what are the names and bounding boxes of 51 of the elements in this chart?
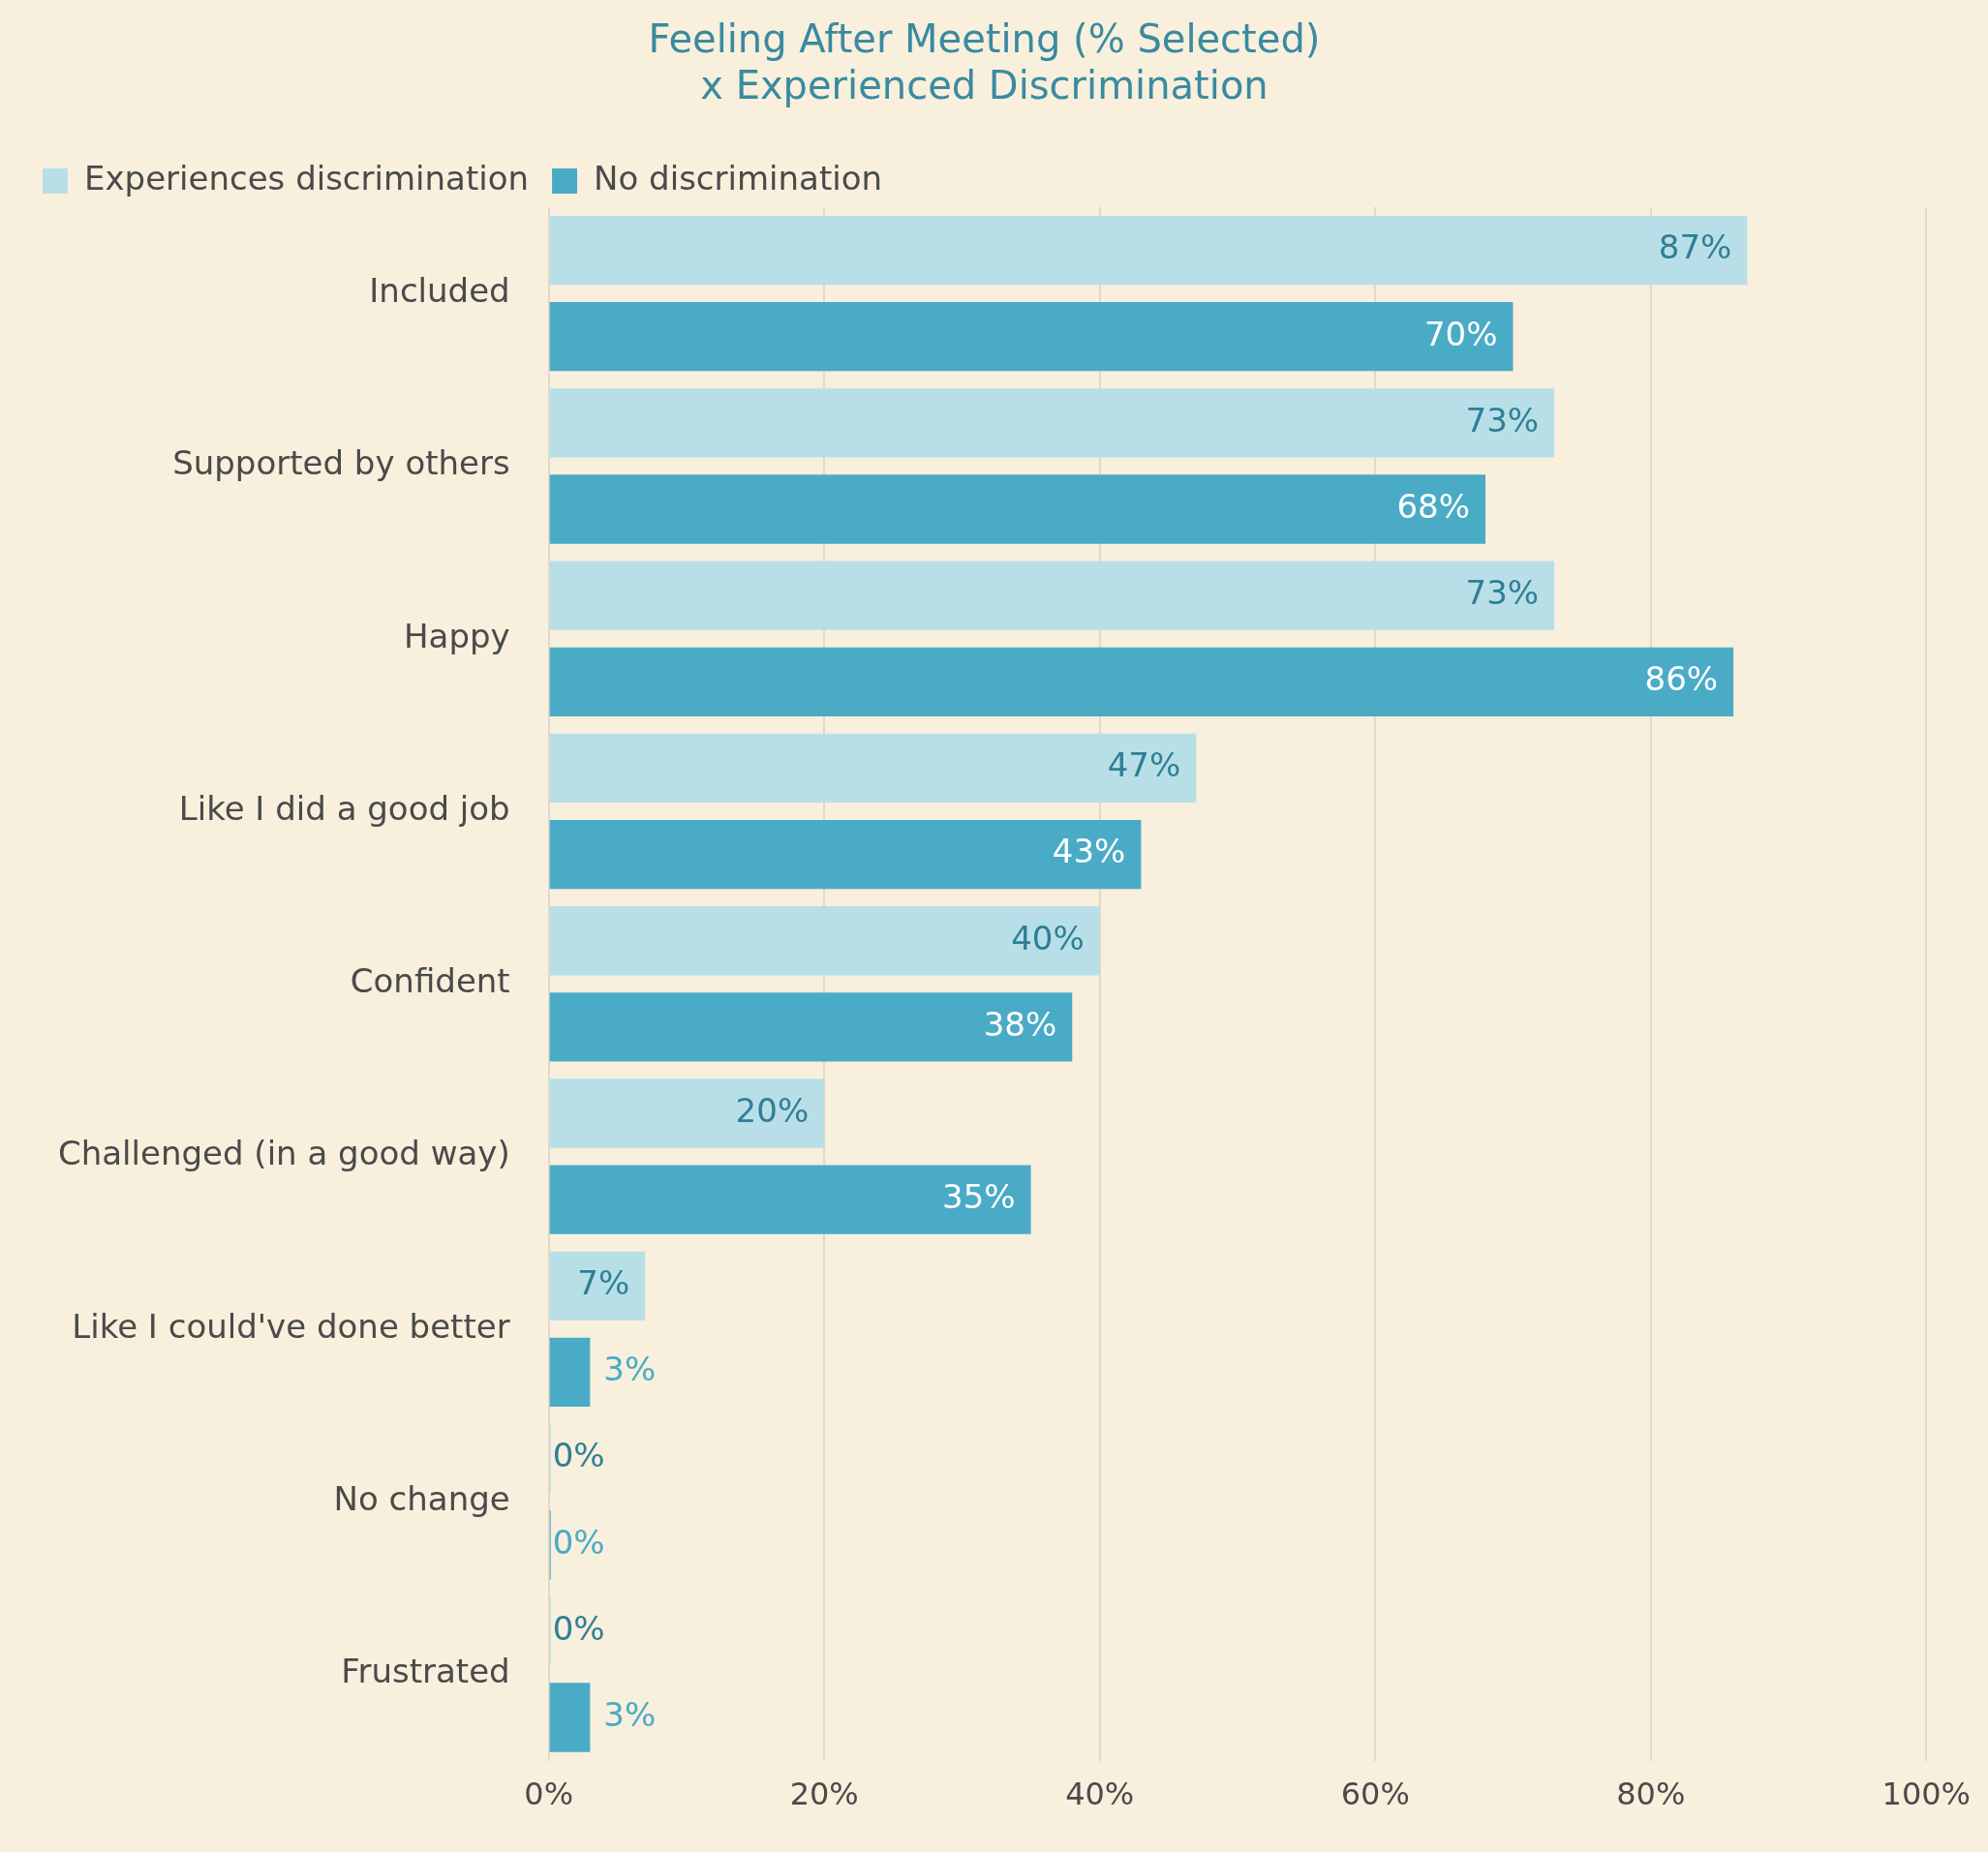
data-label: 68% <box>1396 486 1471 526</box>
bar <box>549 388 1555 458</box>
data-label: 40% <box>1011 918 1085 957</box>
x-tick-label: 100% <box>1881 1776 1971 1813</box>
data-label: 20% <box>735 1090 810 1130</box>
y-tick-label: Like I did a good job <box>178 788 510 828</box>
bar <box>549 733 1197 804</box>
y-tick-label: Like I could've done better <box>72 1306 510 1346</box>
y-tick-label: Included <box>369 270 510 310</box>
data-label: 0% <box>552 1522 605 1562</box>
data-label: 87% <box>1658 228 1732 267</box>
bar <box>549 1683 591 1752</box>
data-label: 70% <box>1423 314 1498 353</box>
data-label: 7% <box>577 1263 630 1303</box>
y-tick-label: Confident <box>350 961 510 1001</box>
x-tick-label: 60% <box>1340 1776 1410 1813</box>
data-label: 47% <box>1107 745 1181 785</box>
data-label: 0% <box>552 1436 605 1475</box>
data-label: 3% <box>603 1350 657 1389</box>
data-label: 73% <box>1465 572 1540 612</box>
bar <box>549 1337 591 1408</box>
bar <box>549 1251 646 1321</box>
legend-label: No discrimination <box>594 158 883 197</box>
bar <box>549 992 1073 1062</box>
data-label: 38% <box>983 1004 1057 1044</box>
legend-label: Experiences discrimination <box>84 158 530 197</box>
y-tick-label: Supported by others <box>172 443 510 483</box>
bar <box>549 906 1100 976</box>
data-label: 3% <box>603 1694 657 1734</box>
data-label: 0% <box>552 1608 605 1648</box>
x-tick-label: 40% <box>1065 1776 1135 1813</box>
y-tick-label: Frustrated <box>341 1652 510 1691</box>
data-label: 35% <box>942 1176 1016 1216</box>
x-tick-label: 0% <box>524 1776 574 1813</box>
data-label: 73% <box>1465 400 1540 440</box>
data-label: 43% <box>1052 832 1126 871</box>
bar <box>549 1165 1031 1234</box>
bar <box>549 215 1748 286</box>
bar <box>549 561 1555 630</box>
chart-title: Feeling After Meeting (% Selected) x Experienced Discrimination <box>648 16 1321 108</box>
y-tick-label: Happy <box>404 616 510 655</box>
y-tick-label: No change <box>333 1478 510 1518</box>
x-tick-label: 80% <box>1616 1776 1686 1813</box>
y-tick-label: Challenged (in a good way) <box>58 1134 510 1173</box>
bar <box>549 647 1734 716</box>
bar <box>549 302 1514 372</box>
bar <box>549 474 1486 544</box>
bar <box>549 1078 825 1148</box>
data-label: 86% <box>1644 659 1719 699</box>
x-tick-label: 20% <box>789 1776 859 1813</box>
bar <box>549 819 1142 890</box>
